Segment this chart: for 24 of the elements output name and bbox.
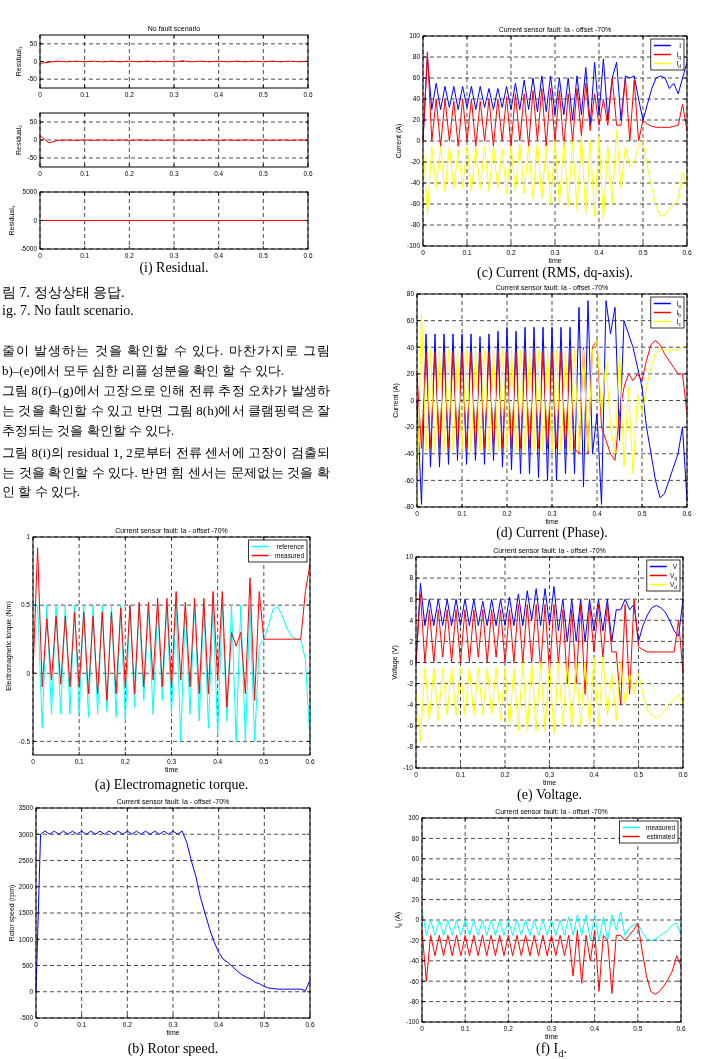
- text: (i) Residual.: [139, 260, 209, 276]
- text: 인 할 수 있다.: [2, 484, 80, 499]
- text: (b) Rotor speed.: [127, 1041, 219, 1057]
- text: 림 7. 정상상태 응답.: [2, 285, 125, 300]
- text: (f) I$_{d}$.: [536, 1041, 567, 1059]
- text: 줄이 발생하는 것을 확인할 수 있다. 마찬가지로 그림: [2, 343, 330, 358]
- line-series: [415, 593, 684, 706]
- line-series: [35, 830, 311, 993]
- line-series: [415, 656, 684, 743]
- text: 추정되는 것을 확인할 수 있다.: [2, 423, 175, 438]
- text: b)–(e)에서 모두 심한 리플 성분을 확인 할 수 있다.: [2, 363, 285, 378]
- line-series: [421, 922, 682, 995]
- line-series: [32, 547, 311, 708]
- text: 는 것을 확인할 수 있고 반면 그림 8(h)에서 클램핑력은 잘: [2, 403, 330, 418]
- text: (e) Voltage.: [517, 787, 582, 803]
- text: 는 것을 확인할 수 있다. 반면 힘 센서는 문제없는 것을 확: [2, 465, 330, 480]
- line-series: [422, 130, 688, 221]
- text: (a) Electromagnetic torque.: [94, 777, 249, 793]
- text: ig. 7. No fault scenario.: [2, 303, 134, 318]
- text: (c) Current (RMS, dq-axis).: [477, 265, 633, 281]
- caption: 그림 8(i)의 residual 1, 2로부터 전류 센서에 고장이 검출되: [2, 445, 330, 460]
- caption: 그림 8(f)–(g)에서 고장으로 인해 전류 추정 오차가 발생하: [2, 383, 330, 398]
- line-series: [421, 909, 682, 941]
- text: (d) Current (Phase).: [496, 525, 608, 541]
